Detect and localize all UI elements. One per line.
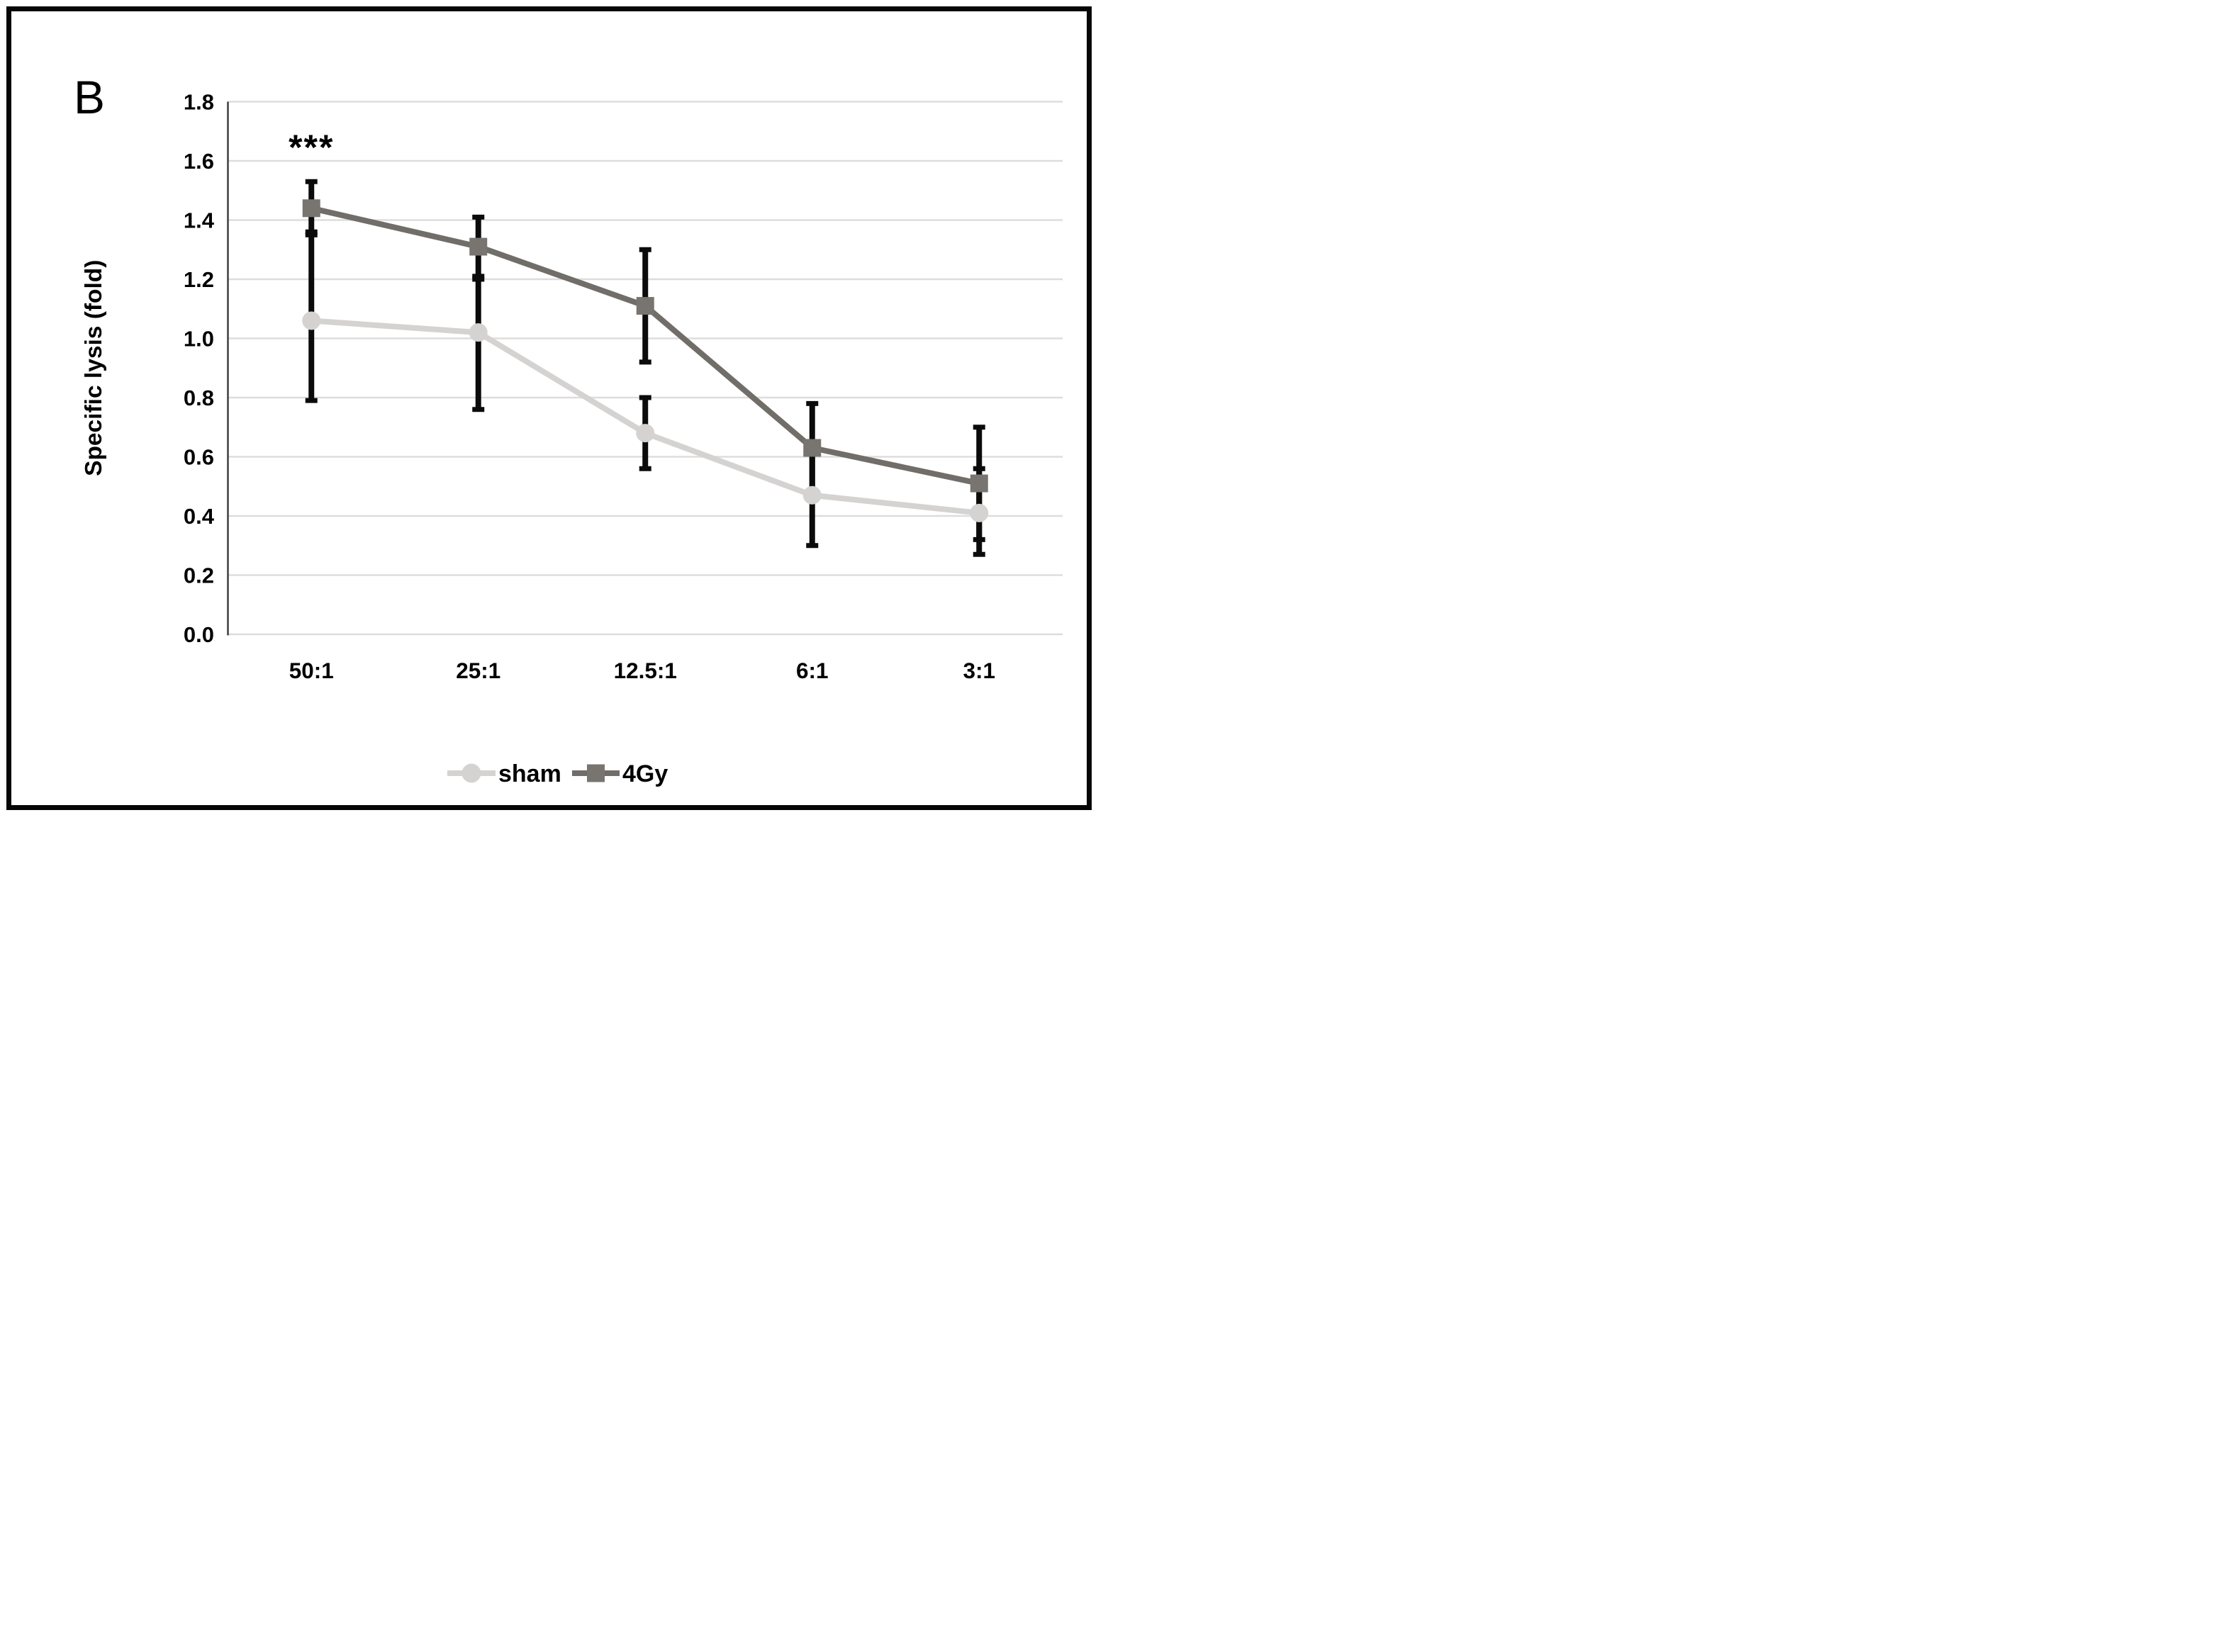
marker-4Gy-6:1	[803, 439, 822, 457]
y-tick-label: 0.0	[184, 622, 214, 647]
marker-4Gy-12.5:1	[636, 297, 654, 315]
marker-sham-25:1	[469, 323, 488, 342]
x-category-label: 6:1	[796, 658, 829, 683]
x-category-label: 12.5:1	[614, 658, 677, 683]
y-tick-label: 1.2	[184, 267, 214, 292]
marker-sham-50:1	[302, 311, 321, 330]
y-tick-label: 0.8	[184, 386, 214, 410]
y-tick-label: 1.0	[184, 327, 214, 352]
marker-4Gy-50:1	[302, 199, 320, 218]
legend-label-sham: sham	[498, 760, 561, 787]
marker-4Gy-25:1	[469, 237, 488, 256]
panel-label: B	[74, 71, 106, 123]
legend-marker-4Gy	[587, 764, 605, 782]
marker-sham-12.5:1	[636, 424, 655, 443]
y-tick-label: 0.2	[184, 563, 214, 588]
marker-4Gy-3:1	[970, 474, 988, 493]
figure-border	[6, 6, 1092, 810]
y-tick-label: 0.6	[184, 445, 214, 470]
legend-label-4Gy: 4Gy	[622, 760, 668, 787]
x-category-label: 3:1	[963, 658, 995, 683]
line-chart: 1.8 1.6 1.4 1.2 1.0 0.8 0.6 0.4 0.2 0.0 50:1 25:1 12…	[81, 90, 1063, 787]
marker-sham-6:1	[802, 485, 822, 505]
y-tick-label: 1.8	[184, 90, 214, 115]
x-category-label: 25:1	[456, 658, 500, 683]
x-category-label: 50:1	[289, 658, 334, 683]
y-axis-title: Specific lysis (fold)	[81, 260, 107, 476]
marker-sham-3:1	[970, 503, 989, 522]
legend-marker-sham	[461, 763, 481, 783]
y-tick-label: 1.4	[184, 208, 215, 233]
y-tick-label: 1.6	[184, 149, 214, 174]
significance-annotation: ***	[289, 128, 334, 167]
y-tick-label: 0.4	[184, 504, 215, 529]
